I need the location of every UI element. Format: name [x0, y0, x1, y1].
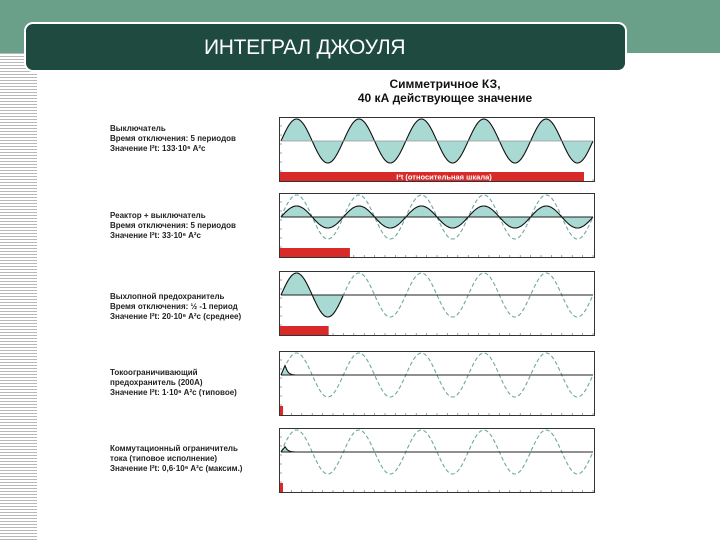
row-label-line: Значение I²t: 33·10⁶ A²c — [110, 231, 202, 240]
chart-title-line2: 40 кА действующее значение — [357, 91, 533, 105]
waveform-panel-reactor — [279, 193, 595, 261]
waveform-panel-switching-limiter — [279, 428, 595, 496]
row-label-line: предохранитель (200А) — [110, 378, 203, 387]
row-label-line: Токоограничивающий — [110, 368, 198, 377]
row-label-line: Реактор + выключатель — [110, 211, 206, 220]
waveform-chart — [279, 193, 595, 258]
row-label-switching-limiter: Коммутационный ограничитель тока (типово… — [110, 444, 242, 474]
row-label-line: Время отключения: 5 периодов — [110, 221, 236, 230]
row-label-expulsion-fuse: Выхлопной предохранитель Время отключени… — [110, 292, 241, 322]
row-label-line: Значение I²t: 133·10⁶ A²c — [110, 144, 206, 153]
row-label-line: Коммутационный ограничитель — [110, 444, 238, 453]
row-label-current-limiting-fuse: Токоограничивающий предохранитель (200А)… — [110, 368, 237, 398]
chart-title: Симметричное КЗ, 40 кА действующее значе… — [300, 77, 590, 105]
waveform-chart — [279, 428, 595, 493]
svg-text:I²t (относительная шкала): I²t (относительная шкала) — [396, 173, 492, 182]
slide-title: ИНТЕГРАЛ ДЖОУЛЯ — [204, 36, 406, 59]
waveform-chart: I²t (относительная шкала) — [279, 117, 595, 182]
row-label-line: Значение I²t: 0,6·10⁶ A²c (максим.) — [110, 464, 243, 473]
row-label-line: Время отключения: ½ -1 период — [110, 302, 238, 311]
waveform-panel-current-limiting-fuse — [279, 351, 595, 419]
waveform-chart — [279, 271, 595, 336]
decorative-stripes — [0, 53, 37, 540]
waveform-chart — [279, 351, 595, 416]
waveform-panel-expulsion-fuse — [279, 271, 595, 339]
row-label-line: Выключатель — [110, 124, 166, 133]
row-label-line: тока (типовое исполнение) — [110, 454, 218, 463]
row-label-line: Значение I²t: 20·10⁶ A²c (среднее) — [110, 312, 242, 321]
row-label-line: Время отключения: 5 периодов — [110, 134, 236, 143]
row-label-reactor: Реактор + выключатель Время отключения: … — [110, 211, 236, 241]
row-label-line: Выхлопной предохранитель — [110, 292, 225, 301]
row-label-line: Значение I²t: 1·10⁶ A²c (типовое) — [110, 388, 237, 397]
chart-title-line1: Симметричное КЗ, — [389, 77, 501, 91]
row-label-breaker: Выключатель Время отключения: 5 периодов… — [110, 124, 236, 154]
waveform-panel-breaker: I²t (относительная шкала) — [279, 117, 595, 185]
title-box: ИНТЕГРАЛ ДЖОУЛЯ — [24, 22, 627, 72]
